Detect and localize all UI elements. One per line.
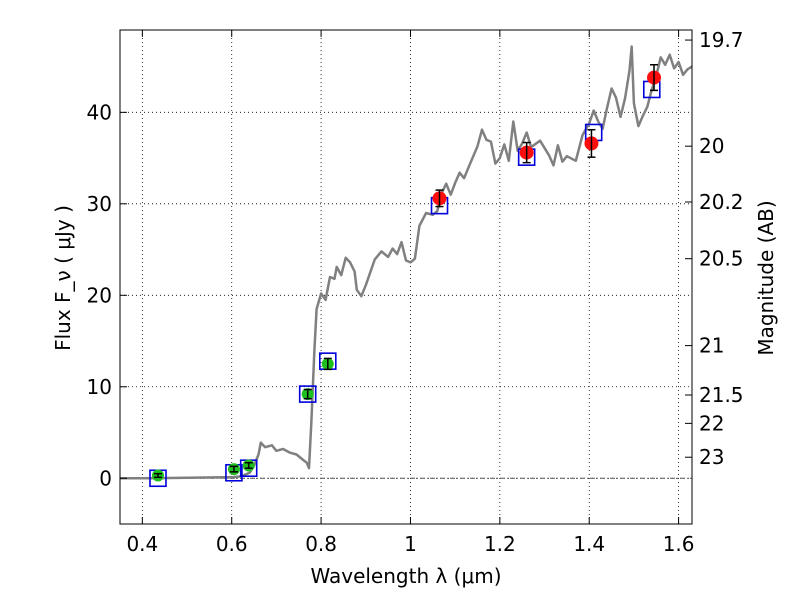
model-spectrum-line xyxy=(120,45,692,480)
y-tick-label: 20 xyxy=(87,283,112,307)
right-tick-label: 20 xyxy=(699,134,724,158)
y-tick-label: 30 xyxy=(87,192,112,216)
x-axis-ticks: 0.4 0.6 0.8 1 1.2 1.4 1.6 xyxy=(126,30,695,556)
right-tick-label: 20.5 xyxy=(699,247,744,271)
x-tick-label: 1.2 xyxy=(484,532,516,556)
x-tick-label: 0.6 xyxy=(216,532,248,556)
model-box xyxy=(298,385,317,403)
observed-photometry-points xyxy=(151,64,662,482)
y-axis-ticks: 0 10 20 30 40 xyxy=(87,100,127,490)
y-axis-label: Flux F_ν ( μJy ) xyxy=(51,205,75,351)
model-photometry-boxes xyxy=(149,80,661,488)
x-tick-label: 1.6 xyxy=(663,532,695,556)
x-tick-label: 1 xyxy=(404,532,417,556)
x-tick-label: 1.4 xyxy=(573,532,605,556)
right-axis-label: Magnitude (AB) xyxy=(754,200,778,355)
right-magnitude-axis-ticks: 19.7 20 20.2 20.5 21 21.5 22 23 xyxy=(685,28,744,469)
right-tick-label: 19.7 xyxy=(699,28,744,52)
plot-frame xyxy=(119,29,693,525)
right-tick-label: 22 xyxy=(699,411,724,435)
right-tick-label: 23 xyxy=(699,445,724,469)
x-axis-label: Wavelength λ (μm) xyxy=(310,564,501,588)
x-tick-label: 0.4 xyxy=(126,532,158,556)
grid-lines xyxy=(120,30,692,524)
right-tick-label: 20.2 xyxy=(699,190,744,214)
right-tick-label: 21.5 xyxy=(699,383,744,407)
right-tick-label: 21 xyxy=(699,334,724,358)
x-tick-label: 0.8 xyxy=(305,532,337,556)
y-tick-label: 10 xyxy=(87,375,112,399)
y-tick-label: 40 xyxy=(87,100,112,124)
y-tick-label: 0 xyxy=(99,466,112,490)
